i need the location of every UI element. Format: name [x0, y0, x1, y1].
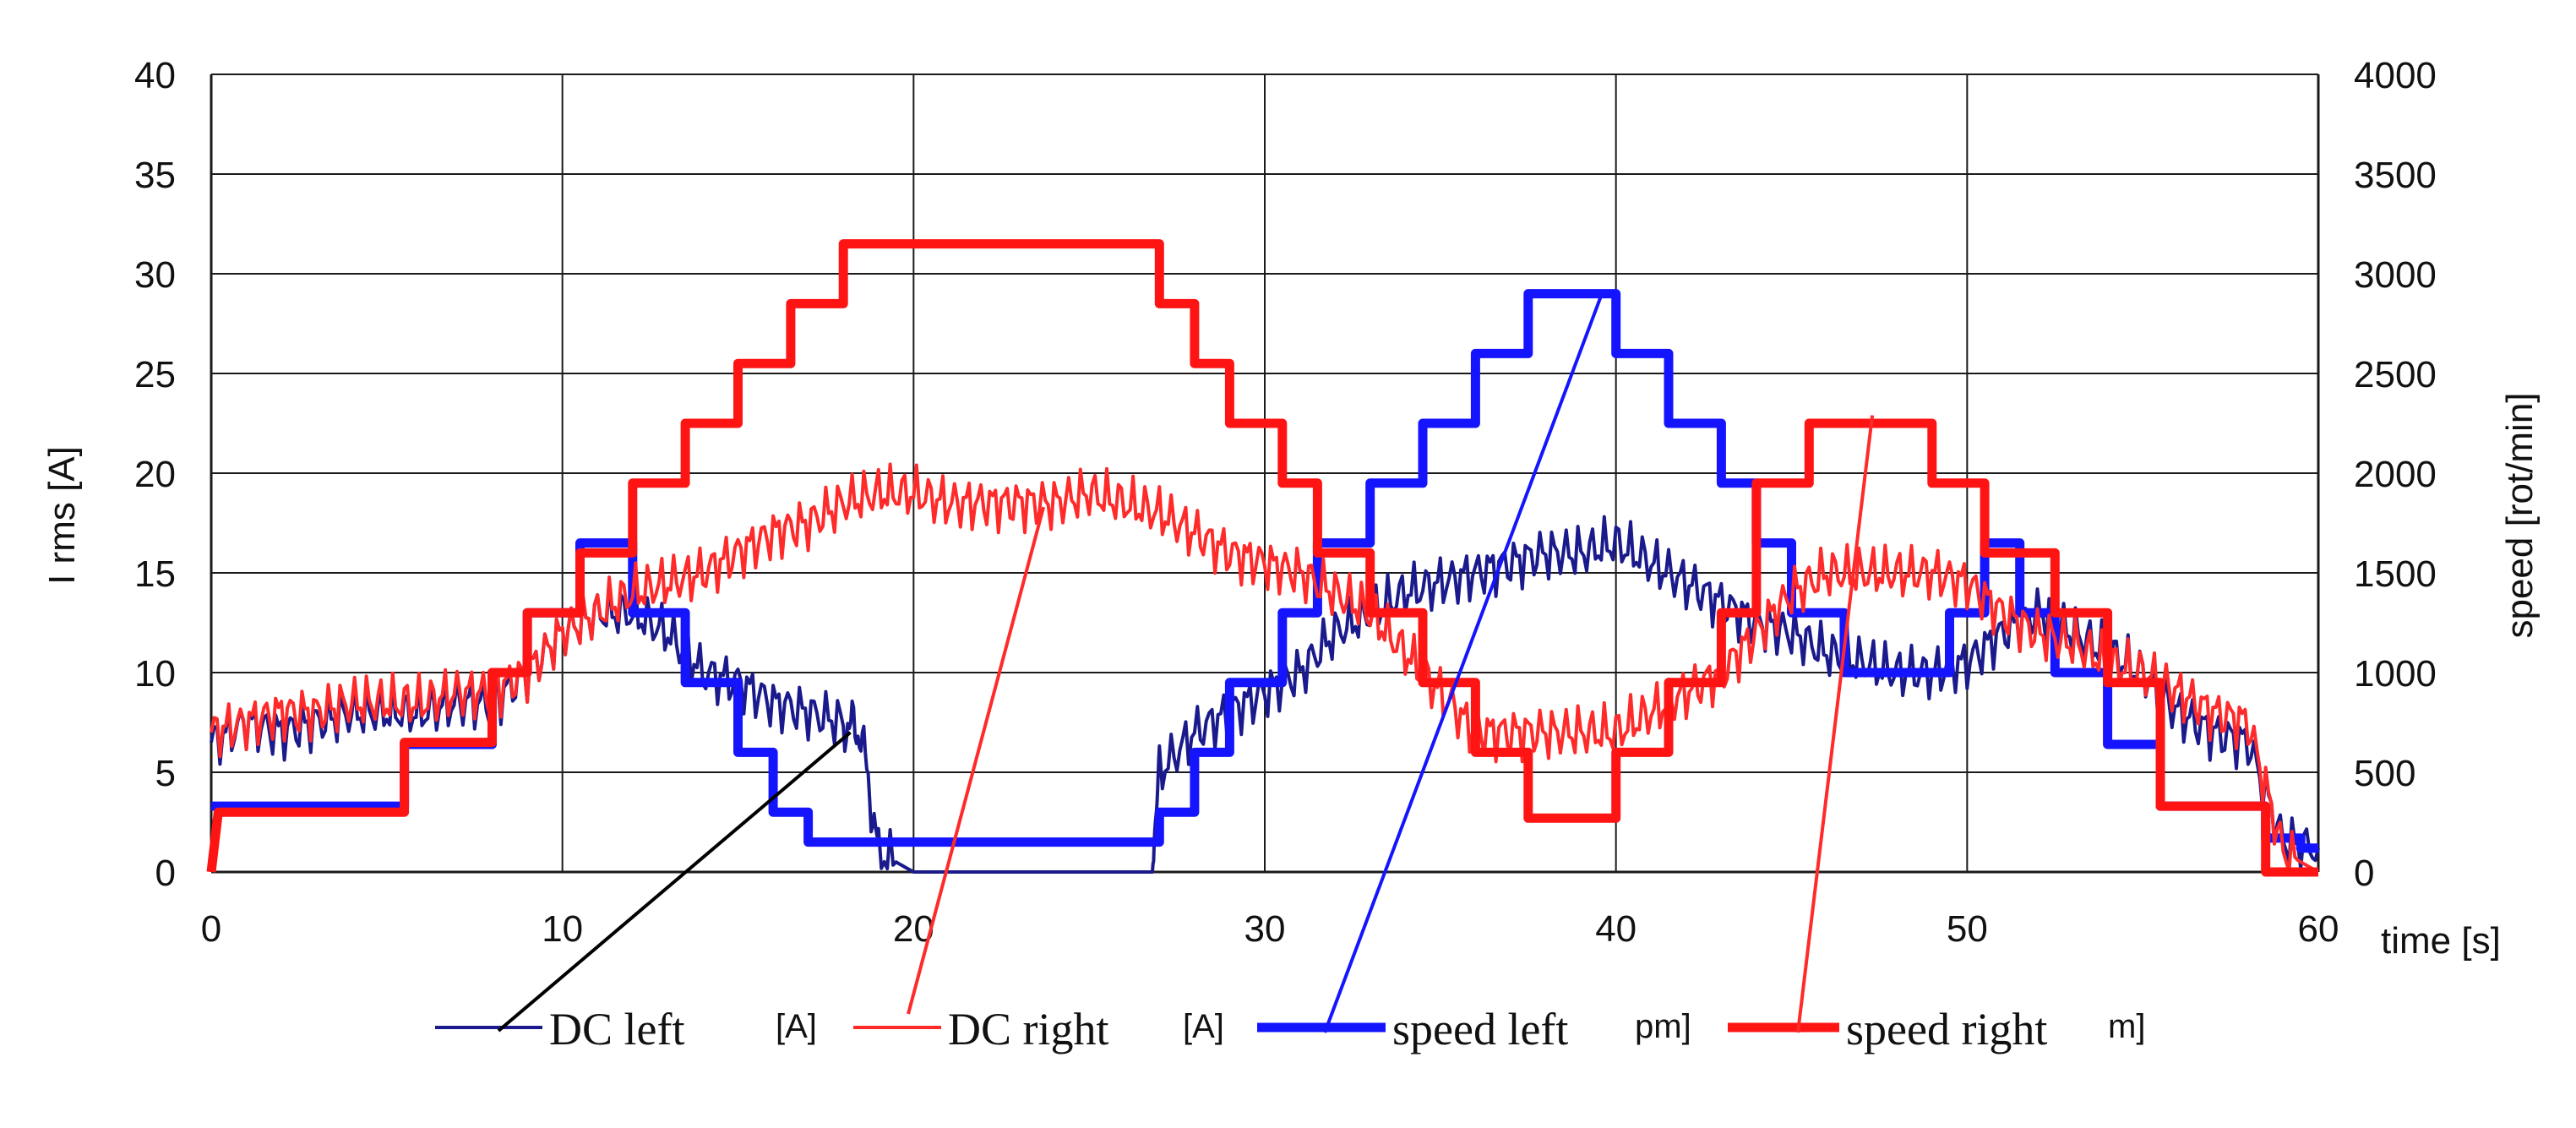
x-tick-label: 10: [542, 908, 583, 950]
legend-unit-dc-right: [A]: [1183, 1008, 1224, 1045]
y-left-tick-label: 30: [134, 254, 176, 296]
legend-unit-speed-right: m]: [2108, 1008, 2145, 1045]
legend-unit-dc-left: [A]: [776, 1008, 817, 1045]
y-left-tick-label: 40: [134, 55, 176, 96]
y-left-tick-label: 35: [134, 155, 176, 196]
y-left-tick-label: 25: [134, 354, 176, 395]
legend-label-speed-right: speed right: [1846, 1004, 2047, 1054]
series-line-speed-left: [211, 289, 2318, 853]
y-axis-left-label: I rms [A]: [41, 446, 83, 585]
legend-label-speed-left: speed left: [1392, 1004, 1568, 1054]
legend-label-dc-right: DC right: [948, 1004, 1109, 1054]
y-left-tick-label: 20: [134, 454, 176, 495]
x-tick-label: 0: [201, 908, 221, 950]
y-right-tick-label: 2500: [2354, 354, 2437, 395]
series-line-dc-right: [210, 462, 2319, 874]
x-tick-label: 30: [1244, 908, 1286, 950]
series-line-speed-right: [206, 239, 2318, 877]
x-tick-label: 50: [1947, 908, 1988, 950]
plot-series: [206, 239, 2320, 877]
y-right-tick-label: 3500: [2354, 155, 2437, 196]
y-left-tick-label: 0: [155, 853, 176, 894]
y-left-tick-label: 15: [134, 553, 176, 595]
y-right-tick-label: 0: [2354, 853, 2374, 894]
legend-unit-speed-left: pm]: [1635, 1008, 1691, 1045]
y-right-tick-label: 3000: [2354, 254, 2437, 296]
legend-label-dc-left: DC left: [549, 1004, 684, 1054]
y-right-tick-label: 1500: [2354, 553, 2437, 595]
x-tick-label: 40: [1595, 908, 1637, 950]
x-tick-label: 60: [2298, 908, 2339, 950]
axis-ticks: 0 10 20 30 40 50 60051015202530354005001000150…: [134, 55, 2437, 950]
leader-line-dc-left: [497, 731, 852, 1033]
chart-legend: DC left [A] DC right [A] speed left pm] speed …: [435, 1004, 2145, 1054]
plot-grid: [210, 74, 2320, 874]
x-axis-label: time [s]: [2381, 920, 2501, 962]
y-right-tick-label: 500: [2354, 753, 2415, 794]
leader-line-dc-right: [907, 506, 1046, 1015]
y-axis-right-label: speed [rot/min]: [2499, 392, 2541, 638]
y-left-tick-label: 10: [134, 653, 176, 695]
y-right-tick-label: 2000: [2354, 454, 2437, 495]
y-right-tick-label: 4000: [2354, 55, 2437, 96]
leader-line-speed-right: [1796, 415, 1875, 1033]
leader-line-speed-left: [1323, 292, 1604, 1033]
legend-leader-lines: [497, 292, 1875, 1033]
y-right-tick-label: 1000: [2354, 653, 2437, 695]
y-left-tick-label: 5: [155, 753, 176, 794]
